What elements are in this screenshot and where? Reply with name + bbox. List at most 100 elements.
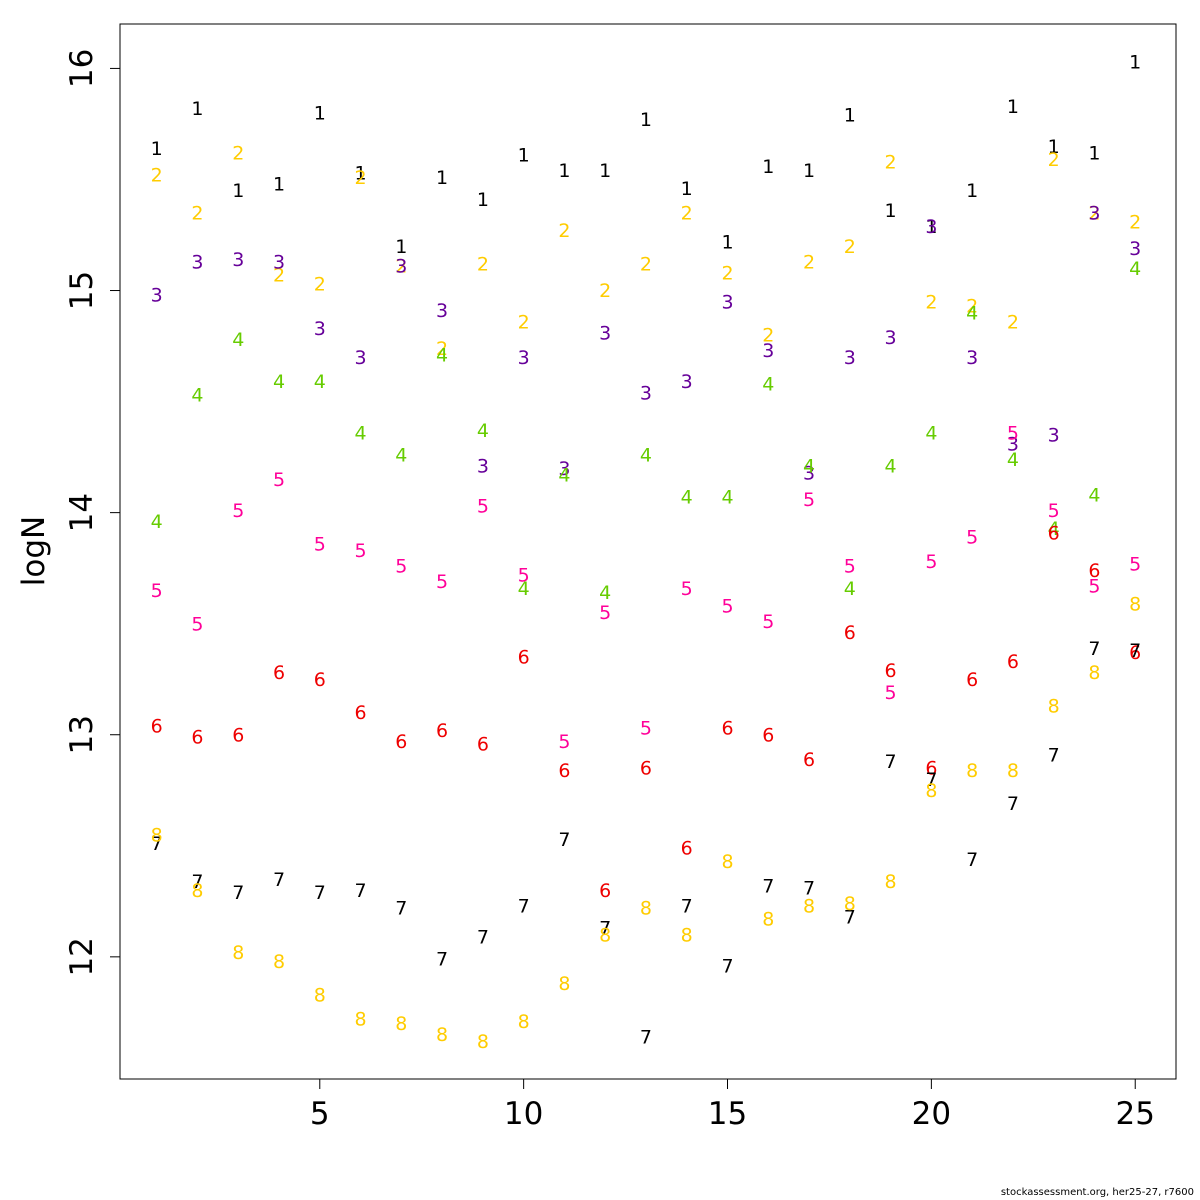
point-age-1: 1 <box>1007 96 1019 118</box>
point-age-5: 5 <box>191 613 203 635</box>
point-age-8: 8 <box>803 895 815 917</box>
point-age-6: 6 <box>885 660 897 682</box>
point-age-4: 4 <box>803 456 815 478</box>
point-age-6: 6 <box>151 716 163 738</box>
point-age-5: 5 <box>436 571 448 593</box>
y-tick-label: 15 <box>64 271 100 310</box>
point-age-3: 3 <box>355 347 367 369</box>
point-age-8: 8 <box>436 1024 448 1046</box>
y-tick-label: 13 <box>64 715 100 754</box>
point-age-6: 6 <box>477 733 489 755</box>
point-age-1: 1 <box>355 162 367 184</box>
point-age-3: 3 <box>1129 238 1141 260</box>
point-age-2: 2 <box>1088 202 1100 224</box>
point-age-5: 5 <box>844 556 856 578</box>
point-age-8: 8 <box>1048 696 1060 718</box>
point-age-5: 5 <box>477 496 489 518</box>
point-age-2: 2 <box>273 265 285 287</box>
point-age-2: 2 <box>518 311 530 333</box>
point-age-6: 6 <box>721 718 733 740</box>
point-age-2: 2 <box>314 274 326 296</box>
point-age-4: 4 <box>1129 258 1141 280</box>
point-age-2: 2 <box>640 254 652 276</box>
point-age-5: 5 <box>314 533 326 555</box>
point-age-5: 5 <box>1007 422 1019 444</box>
point-age-8: 8 <box>232 942 244 964</box>
point-age-2: 2 <box>885 151 897 173</box>
point-age-5: 5 <box>925 551 937 573</box>
point-age-4: 4 <box>1007 449 1019 471</box>
point-age-7: 7 <box>885 751 897 773</box>
point-age-4: 4 <box>925 422 937 444</box>
point-age-3: 3 <box>1007 433 1019 455</box>
point-age-6: 6 <box>355 702 367 724</box>
point-age-3: 3 <box>1048 425 1060 447</box>
point-age-7: 7 <box>518 895 530 917</box>
point-age-2: 2 <box>844 236 856 258</box>
point-age-5: 5 <box>966 527 978 549</box>
y-axis: 12 13 14 15 16 <box>64 49 120 977</box>
point-age-7: 7 <box>640 1026 652 1048</box>
point-age-7: 7 <box>477 927 489 949</box>
point-age-3: 3 <box>885 327 897 349</box>
plot-frame <box>119 23 1177 1080</box>
point-age-1: 1 <box>966 180 978 202</box>
point-age-3: 3 <box>436 300 448 322</box>
point-age-6: 6 <box>681 838 693 860</box>
point-age-5: 5 <box>558 731 570 753</box>
point-age-4: 4 <box>314 371 326 393</box>
point-age-1: 1 <box>885 200 897 222</box>
point-age-3: 3 <box>558 458 570 480</box>
point-age-2: 2 <box>762 325 774 347</box>
point-age-5: 5 <box>721 596 733 618</box>
point-age-4: 4 <box>232 329 244 351</box>
point-age-6: 6 <box>273 662 285 684</box>
x-axis: 5 10 15 20 25 <box>310 1079 1155 1132</box>
point-age-1: 1 <box>518 145 530 167</box>
point-age-8: 8 <box>1129 593 1141 615</box>
point-age-5: 5 <box>518 564 530 586</box>
point-age-5: 5 <box>355 540 367 562</box>
point-age-5: 5 <box>1088 576 1100 598</box>
point-age-5: 5 <box>640 718 652 740</box>
point-age-6: 6 <box>640 758 652 780</box>
point-age-8: 8 <box>151 824 163 846</box>
point-age-8: 8 <box>966 760 978 782</box>
x-tick-label: 20 <box>912 1096 951 1132</box>
point-age-8: 8 <box>885 871 897 893</box>
point-age-7: 7 <box>191 871 203 893</box>
point-age-4: 4 <box>1088 485 1100 507</box>
x-tick-label: 5 <box>310 1096 330 1132</box>
point-age-1: 1 <box>151 138 163 160</box>
point-age-7: 7 <box>1007 793 1019 815</box>
point-age-1: 1 <box>191 98 203 120</box>
point-age-4: 4 <box>721 487 733 509</box>
point-age-3: 3 <box>681 371 693 393</box>
point-age-3: 3 <box>721 291 733 313</box>
point-age-3: 3 <box>191 251 203 273</box>
point-age-6: 6 <box>966 669 978 691</box>
point-age-3: 3 <box>762 340 774 362</box>
point-age-3: 3 <box>1088 202 1100 224</box>
point-age-1: 1 <box>232 180 244 202</box>
point-age-3: 3 <box>844 347 856 369</box>
y-tick-label: 16 <box>64 49 100 88</box>
point-age-8: 8 <box>1088 662 1100 684</box>
point-age-3: 3 <box>273 251 285 273</box>
point-age-8: 8 <box>395 1013 407 1035</box>
point-age-3: 3 <box>477 456 489 478</box>
point-age-1: 1 <box>1048 136 1060 158</box>
point-age-8: 8 <box>925 780 937 802</box>
point-age-7: 7 <box>721 955 733 977</box>
point-age-1: 1 <box>273 174 285 196</box>
point-age-1: 1 <box>640 109 652 131</box>
point-age-7: 7 <box>395 898 407 920</box>
point-age-3: 3 <box>518 347 530 369</box>
x-tick-label: 10 <box>504 1096 543 1132</box>
point-age-8: 8 <box>518 1011 530 1033</box>
point-age-7: 7 <box>803 878 815 900</box>
point-age-7: 7 <box>1129 640 1141 662</box>
point-age-4: 4 <box>477 420 489 442</box>
point-age-1: 1 <box>436 167 448 189</box>
